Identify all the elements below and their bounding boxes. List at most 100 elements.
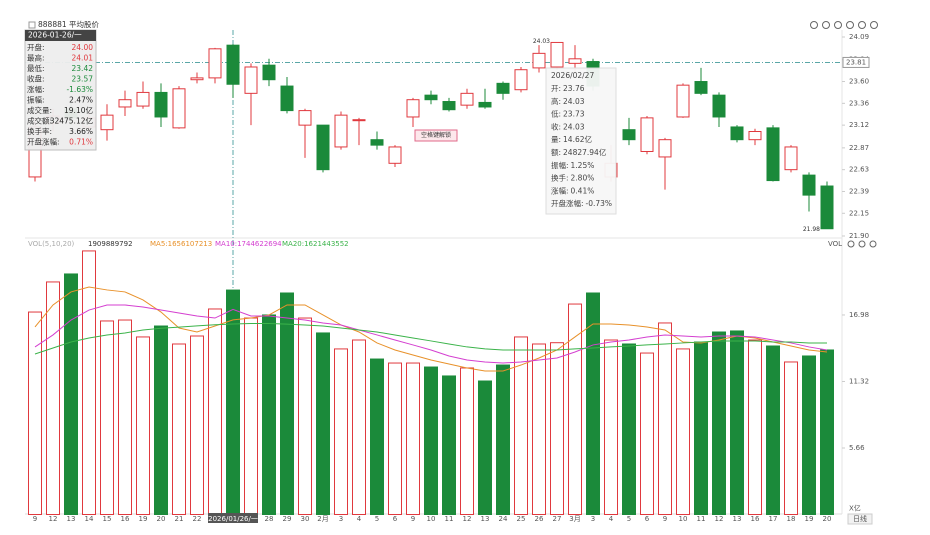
x-tick-label: 11 [445, 515, 454, 523]
x-tick-label: 26 [535, 515, 544, 523]
y-tick-label: 22.15 [849, 209, 869, 217]
x-tick-label: 3月 [569, 515, 580, 523]
volume-bar [820, 349, 834, 515]
tooltip-value: -0.73% [586, 199, 613, 208]
x-tick-label: 5 [627, 515, 631, 523]
min-label: 21.98 [803, 226, 820, 233]
y-tick-label: 23.36 [849, 99, 870, 107]
volume-bar [694, 341, 708, 515]
tooltip-key: 振幅: [551, 160, 569, 170]
y-tick-label: 23.60 [849, 78, 869, 86]
legend-entry: MA20:1621443552 [282, 240, 349, 248]
x-tick-label: 6 [393, 515, 398, 523]
tooltip-value: -1.63% [66, 85, 93, 94]
volume-bar [550, 342, 564, 515]
volume-bar [298, 317, 312, 516]
ma-line [34, 304, 828, 364]
candle-body [532, 52, 546, 69]
x-tick-label: 12 [463, 515, 472, 523]
tooltip-value: 24827.94亿 [563, 147, 607, 157]
last-price-label: 23.81 [846, 58, 866, 66]
x-tick-label: 9 [33, 515, 37, 523]
candle-body [370, 139, 384, 146]
candle-body [514, 69, 528, 91]
unlock-label[interactable]: 空格键解锁 [421, 131, 451, 139]
candle-body [730, 126, 744, 141]
period-label[interactable]: 日线 [853, 514, 867, 523]
chart-title: 888881 平均股价 [38, 19, 100, 29]
tooltip-value: 24.03 [563, 97, 585, 106]
candle-body [406, 99, 420, 118]
volume-bar [802, 355, 816, 515]
candle-body [118, 99, 132, 108]
x-tick-label: 20 [823, 515, 832, 523]
candle-body [136, 91, 150, 107]
candle-body [766, 127, 780, 182]
settings-icon[interactable] [846, 21, 854, 29]
vol-settings-icon[interactable] [847, 240, 855, 248]
tooltip-key: 高: [551, 96, 561, 106]
vol-toolbar[interactable] [847, 240, 877, 248]
candle-body [154, 91, 168, 118]
tooltip-title: 2026-01-26/一 [28, 31, 82, 40]
volume-bar [676, 348, 690, 516]
candle-body [712, 94, 726, 118]
title-icon [28, 21, 36, 29]
volume-bar [100, 320, 114, 516]
tooltip-key: 开: [551, 84, 561, 93]
volume-bar [424, 366, 438, 516]
vol-help-icon[interactable] [858, 240, 866, 248]
tooltip-value: 19.10亿 [64, 105, 93, 115]
candle-body [820, 185, 834, 230]
tooltip-value: 3.66% [69, 127, 93, 136]
volume-bar [784, 361, 798, 515]
refresh-icon[interactable] [810, 21, 818, 29]
x-tick-label: 4 [609, 515, 614, 523]
volume-bar [64, 273, 78, 515]
x-tick-label: 2026/01/26/一 [208, 515, 258, 523]
max-label: 24.03 [533, 38, 550, 45]
tooltip-box [24, 29, 97, 151]
tooltip-key: 涨幅: [27, 84, 45, 94]
x-tick-label: 19 [139, 515, 148, 523]
candle-body [568, 58, 582, 64]
x-tick-label: 9 [663, 515, 667, 523]
zoom-out-icon[interactable] [834, 21, 842, 29]
tooltip-value: 2.47% [69, 96, 93, 105]
period-button[interactable] [847, 513, 873, 525]
candle-body [208, 48, 222, 79]
volume-bar [658, 322, 672, 516]
volume-bar [46, 281, 60, 515]
toolbar[interactable] [810, 21, 878, 29]
volume-bar [280, 292, 294, 515]
volume-bar [316, 332, 330, 515]
x-tick-label: 18 [787, 515, 796, 523]
zoom-in-icon[interactable] [822, 21, 830, 29]
volume-bar [748, 339, 762, 515]
close-icon[interactable] [870, 21, 878, 29]
y-tick-label: 22.39 [849, 187, 869, 195]
candle-body [442, 101, 456, 111]
x-tick-label: 16 [121, 515, 130, 523]
x-tick-label: 2月 [317, 515, 328, 523]
y-tick-label: 21.90 [849, 232, 869, 240]
candle-body [298, 110, 312, 126]
volume-bar [730, 330, 744, 515]
tooltip-key: 换手率: [27, 126, 52, 136]
x-tick-label: 15 [103, 515, 112, 523]
candle-body [460, 92, 474, 106]
help-icon[interactable] [858, 21, 866, 29]
vol-close-icon[interactable] [869, 240, 877, 248]
candle-body [352, 119, 366, 122]
volume-bar [514, 336, 528, 515]
x-tick-label: 12 [49, 515, 58, 523]
unlock-button[interactable] [414, 129, 458, 142]
candle-body [226, 44, 240, 85]
volume-bar [118, 319, 132, 515]
volume-bar [442, 375, 456, 515]
tooltip-box [545, 67, 617, 215]
candle-body [658, 139, 672, 158]
y-tick-label: 11.32 [849, 377, 869, 385]
x-tick-label: 20 [157, 515, 166, 523]
x-tick-label: 13 [481, 515, 490, 523]
